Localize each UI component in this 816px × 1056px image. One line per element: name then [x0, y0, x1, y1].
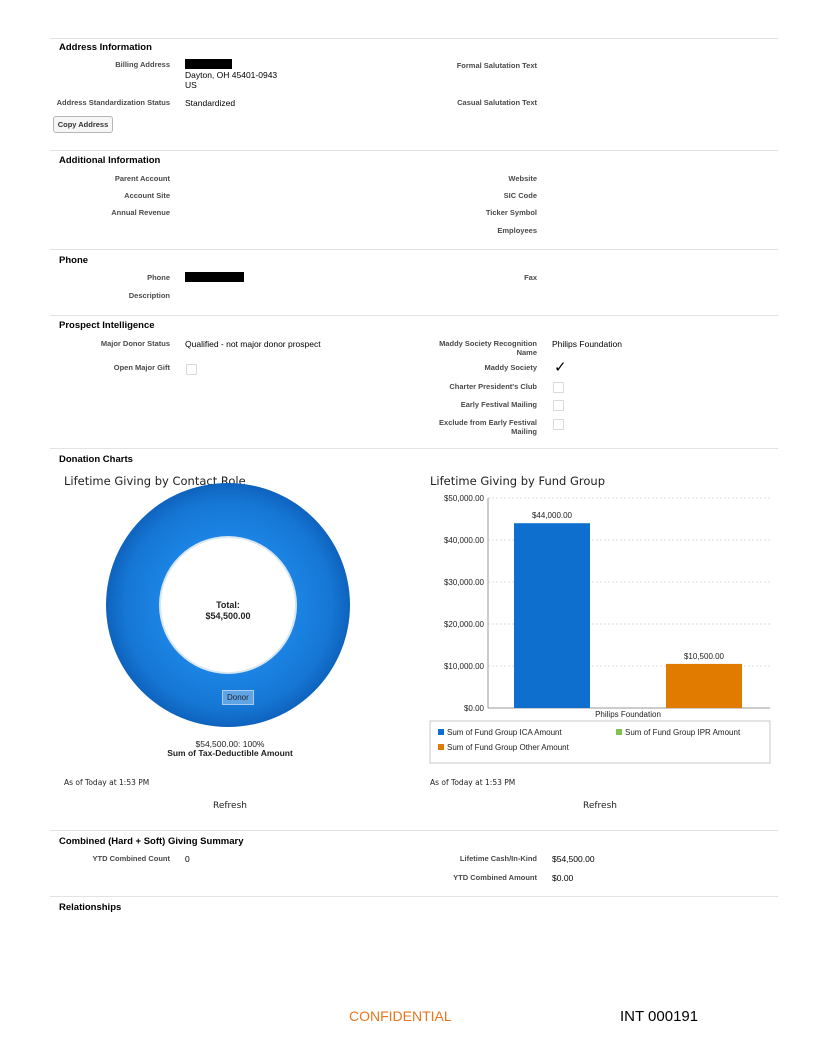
donation-charts-section-title: Donation Charts [59, 454, 133, 465]
y-tick-label: $0.00 [464, 704, 485, 713]
lifetime-cash-label: Lifetime Cash/In-Kind [459, 854, 537, 863]
billing-address-label: Billing Address [115, 60, 170, 69]
section-divider [50, 150, 778, 151]
prospect-section-title: Prospect Intelligence [59, 320, 155, 331]
ytd-combined-count-label: YTD Combined Count [92, 854, 171, 863]
bates-number: INT 000191 [620, 1008, 699, 1025]
sic-code-label: SIC Code [503, 191, 537, 200]
section-divider [50, 896, 778, 897]
annual-revenue-label: Annual Revenue [111, 208, 170, 217]
confidential-stamp: CONFIDENTIAL [349, 1008, 452, 1024]
billing-city-state-zip: Dayton, OH 45401-0943 [185, 70, 278, 80]
ytd-combined-count-value: 0 [185, 854, 190, 864]
maddy-recognition-value: Philips Foundation [552, 339, 622, 349]
contact-role-chart-title: Lifetime Giving by Contact Role [64, 474, 246, 488]
address-section-title: Address Information [59, 42, 152, 53]
standardization-status-value: Standardized [185, 98, 236, 108]
maddy-recognition-label: Maddy Society Recognition Name [439, 339, 537, 357]
right-refresh-link[interactable]: Refresh [583, 801, 617, 811]
redacted-phone [185, 272, 244, 282]
legend-box [429, 720, 771, 764]
section-divider [50, 830, 778, 831]
donut-total-label: Total: [216, 600, 240, 610]
y-tick-label: $20,000.00 [444, 620, 485, 629]
donor-slice-label: Donor [222, 690, 254, 705]
section-divider [50, 315, 778, 316]
ytd-combined-amount-label: YTD Combined Amount [453, 873, 537, 882]
y-tick-label: $10,000.00 [444, 662, 485, 671]
legend-swatch [616, 729, 622, 735]
y-tick-label: $30,000.00 [444, 578, 485, 587]
right-as-of-text: As of Today at 1:53 PM [430, 778, 516, 787]
redacted-street [185, 59, 232, 69]
formal-salutation-label: Formal Salutation Text [456, 61, 537, 70]
bar-other [666, 663, 742, 708]
copy-address-button[interactable]: Copy Address [53, 116, 113, 133]
charter-presidents-club-checkbox[interactable] [553, 382, 564, 393]
y-tick-label: $40,000.00 [444, 536, 485, 545]
account-site-label: Account Site [124, 191, 170, 200]
fax-label: Fax [524, 273, 537, 282]
ytd-combined-amount-value: $0.00 [552, 873, 574, 883]
employees-label: Employees [497, 226, 537, 235]
casual-salutation-label: Casual Salutation Text [457, 98, 537, 107]
fund-group-chart-title: Lifetime Giving by Fund Group [430, 474, 606, 488]
additional-section-title: Additional Information [59, 155, 161, 166]
legend-label: Sum of Fund Group IPR Amount [625, 728, 741, 737]
section-divider [50, 38, 778, 39]
legend-swatch [438, 744, 444, 750]
open-major-gift-label: Open Major Gift [113, 363, 170, 372]
parent-account-label: Parent Account [114, 174, 170, 183]
fund-group-bar-chart: $0.00 $10,000.00 $20,000.00 $30,000.00 $40,0… [429, 494, 771, 764]
bar-value-label: $44,000.00 [532, 511, 573, 520]
ticker-symbol-label: Ticker Symbol [485, 208, 537, 217]
x-category-label: Philips Foundation [595, 710, 661, 719]
open-major-gift-checkbox[interactable] [186, 364, 197, 375]
section-divider [50, 448, 778, 449]
exclude-early-festival-label: Exclude from Early Festival Mailing [439, 418, 537, 436]
relationships-section-title: Relationships [59, 902, 122, 913]
donut-total-value: $54,500.00 [205, 611, 250, 621]
standardization-status-label: Address Standardization Status [56, 98, 170, 107]
slice-caption: $54,500.00: 100% [195, 739, 265, 749]
phone-section-title: Phone [59, 255, 89, 266]
section-divider [50, 249, 778, 250]
contact-role-donut-chart: Total: $54,500.00 [106, 483, 350, 727]
maddy-society-checkmark-icon: ✓ [554, 359, 567, 376]
lifetime-cash-value: $54,500.00 [552, 854, 595, 864]
measure-caption: Sum of Tax-Deductible Amount [167, 748, 293, 758]
y-tick-label: $50,000.00 [444, 494, 485, 503]
description-label: Description [128, 291, 170, 300]
combined-section-title: Combined (Hard + Soft) Giving Summary [59, 836, 244, 847]
legend-label: Sum of Fund Group Other Amount [447, 743, 570, 752]
exclude-early-festival-checkbox[interactable] [553, 419, 564, 430]
left-as-of-text: As of Today at 1:53 PM [64, 778, 150, 787]
early-festival-mailing-checkbox[interactable] [553, 400, 564, 411]
phone-label: Phone [147, 273, 170, 282]
bar-value-label: $10,500.00 [684, 652, 725, 661]
legend-swatch [438, 729, 444, 735]
early-festival-mailing-label: Early Festival Mailing [460, 400, 537, 409]
billing-country: US [185, 80, 197, 90]
charter-presidents-club-label: Charter President's Club [449, 382, 537, 391]
legend-label: Sum of Fund Group ICA Amount [447, 728, 563, 737]
maddy-society-label: Maddy Society [484, 363, 537, 372]
bar-ica [514, 523, 590, 708]
donut-hole [161, 538, 295, 672]
left-refresh-link[interactable]: Refresh [213, 801, 247, 811]
major-donor-status-value: Qualified - not major donor prospect [185, 339, 321, 349]
major-donor-status-label: Major Donor Status [100, 339, 170, 348]
website-label: Website [508, 174, 537, 183]
